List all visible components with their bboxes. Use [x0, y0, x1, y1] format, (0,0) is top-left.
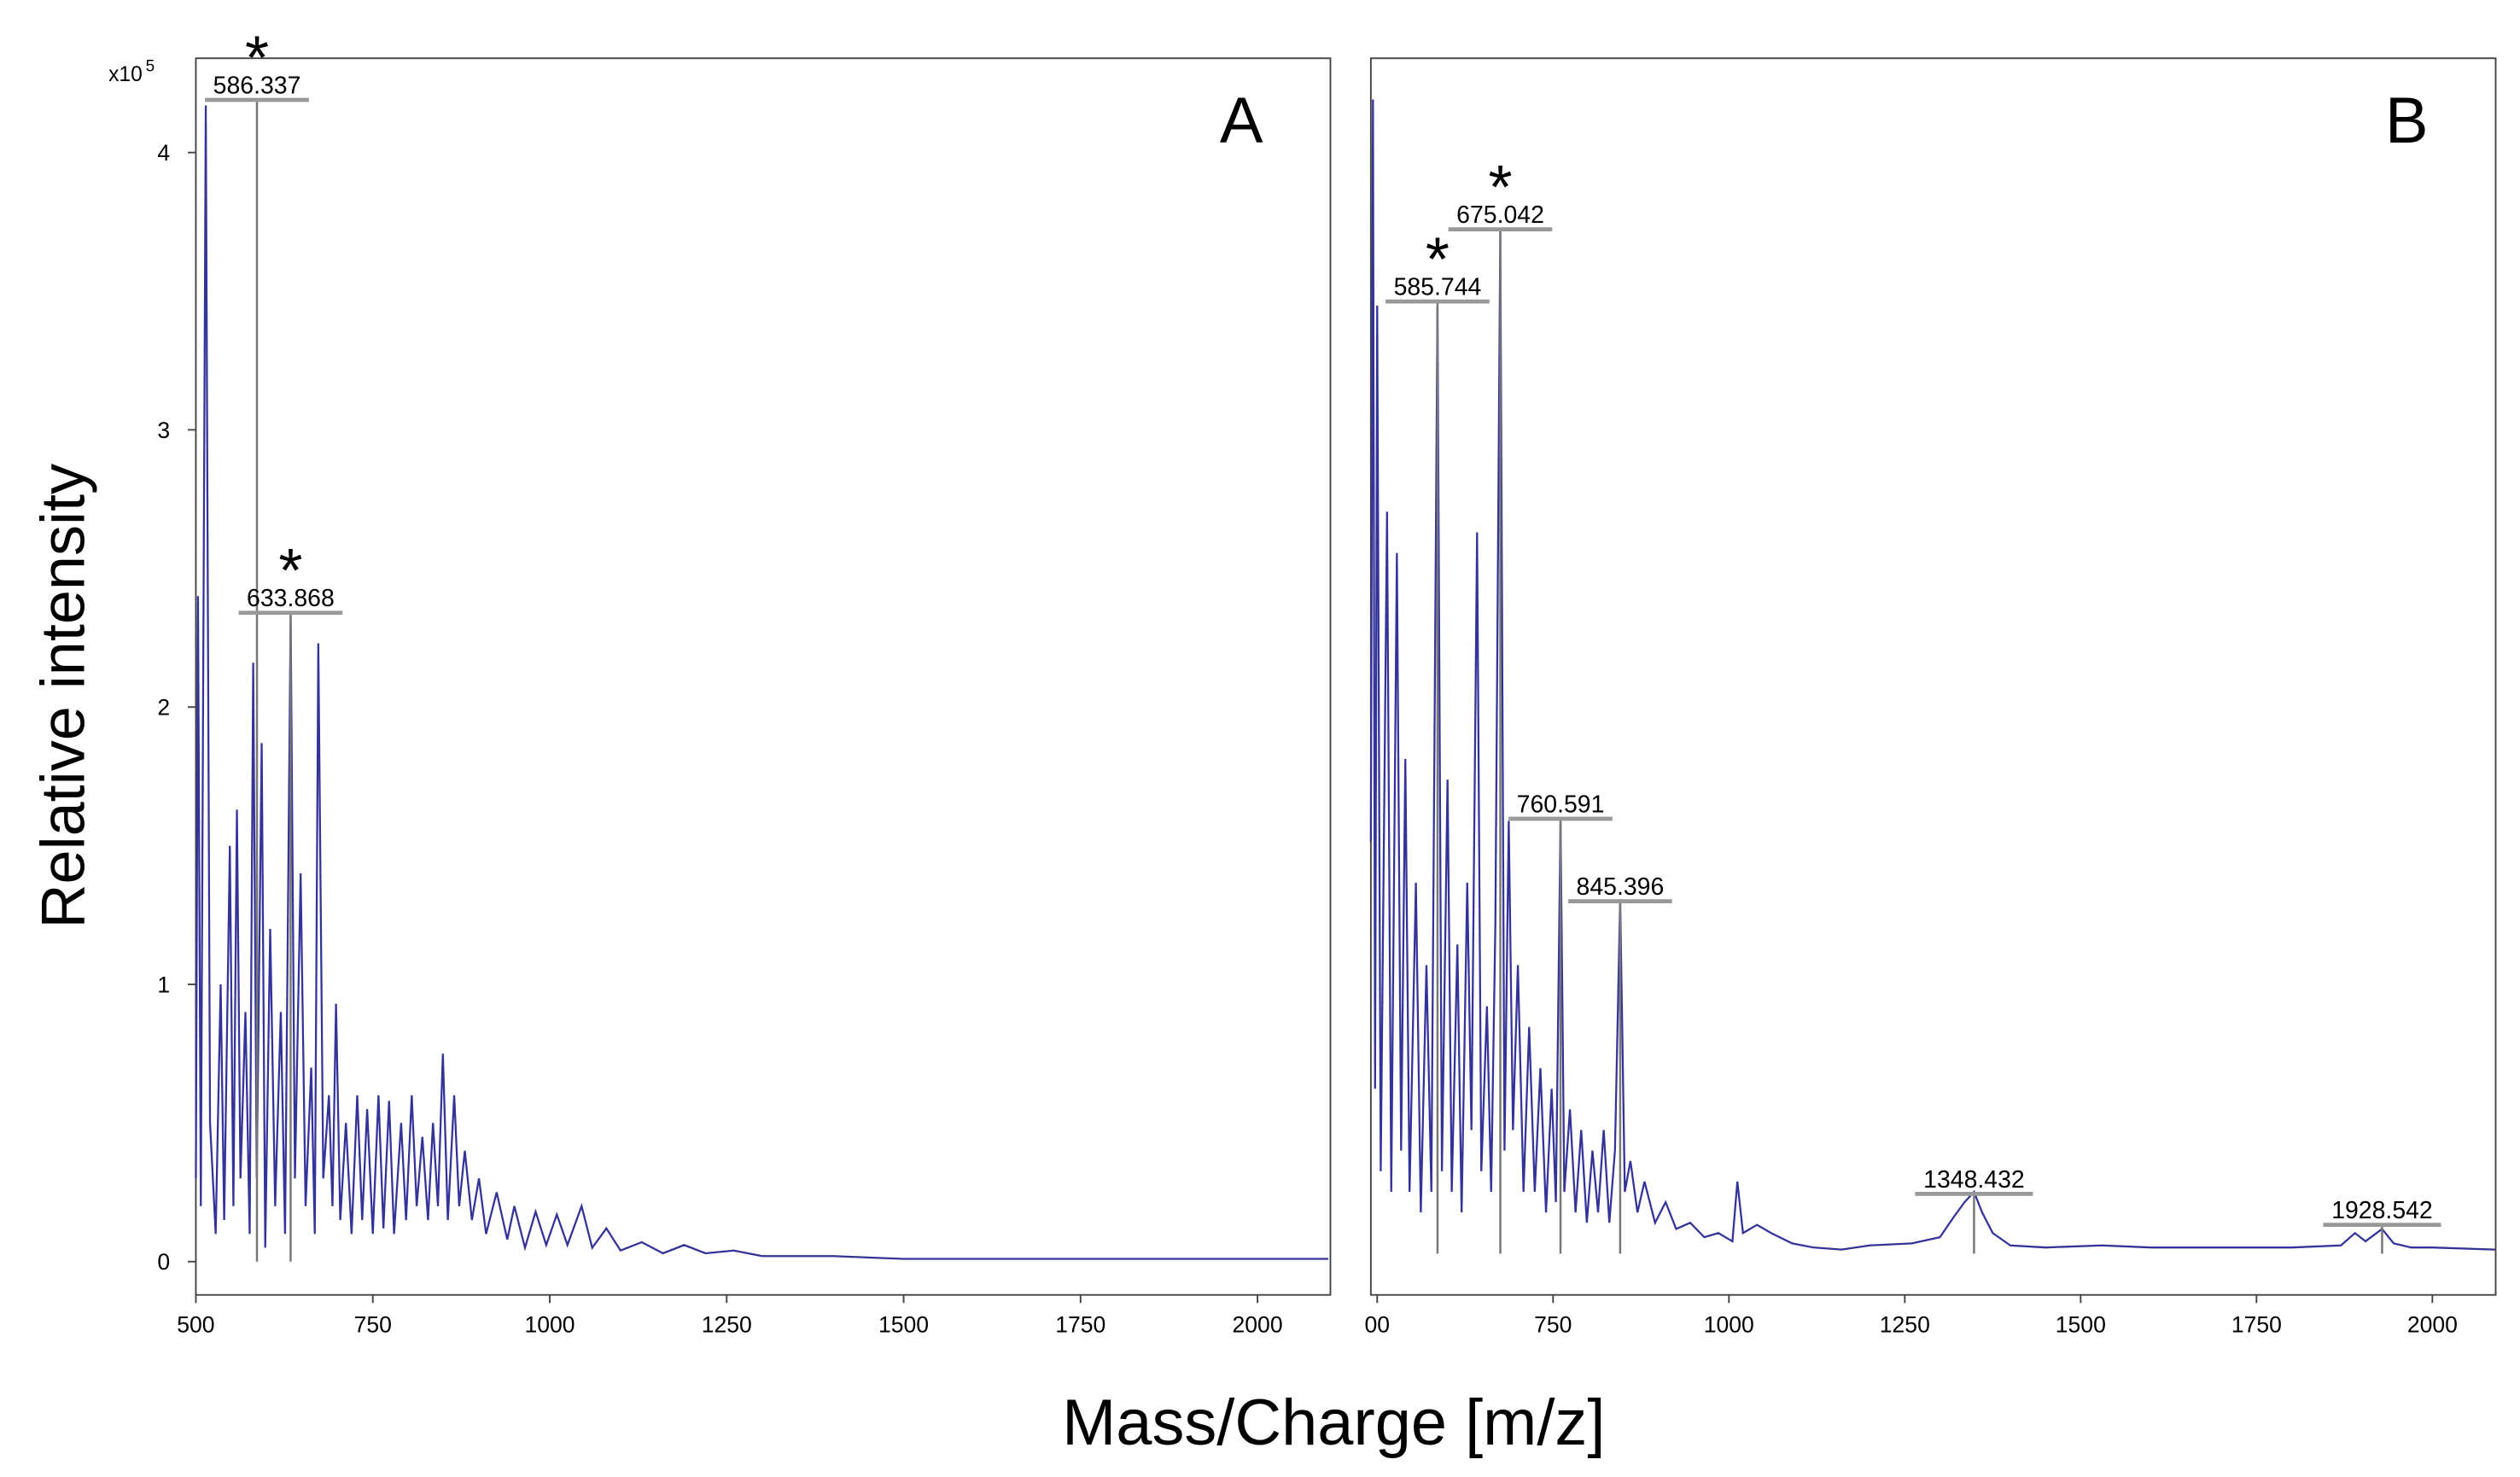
x-tick-label: 750 — [354, 1311, 392, 1337]
spectrum-line — [1369, 99, 2495, 1251]
x-tick-label: 1000 — [524, 1311, 575, 1337]
x-tick-label: 1750 — [2231, 1311, 2282, 1337]
peak-label: 675.042 — [1456, 201, 1544, 229]
y-tick-label: 2 — [157, 695, 170, 721]
peak-label: 760.591 — [1517, 791, 1605, 818]
axis-multiplier-exponent: 5 — [146, 57, 155, 75]
x-tick-label: 2000 — [2407, 1311, 2458, 1337]
y-tick-label: 4 — [157, 140, 170, 166]
peak-label: 1348.432 — [1923, 1166, 2025, 1194]
peak-label: 586.337 — [213, 72, 301, 99]
y-axis-label: Relative intensity — [30, 464, 98, 929]
y-tick-label: 1 — [157, 972, 170, 997]
peak-label: 1928.542 — [2331, 1197, 2433, 1224]
x-tick-label: 1500 — [878, 1311, 929, 1337]
spectrum-line — [195, 105, 1328, 1260]
peak-asterisk: * — [278, 537, 302, 605]
peak-asterisk: * — [1426, 225, 1450, 294]
x-axis-label: Mass/Charge [m/z] — [1062, 1387, 1605, 1459]
peak-label: 633.868 — [247, 585, 335, 612]
axis-multiplier: x10 — [108, 63, 143, 86]
x-tick-label: 1000 — [1704, 1311, 1754, 1337]
peak-label: 585.744 — [1394, 274, 1482, 301]
y-tick-label: 0 — [157, 1249, 170, 1275]
x-tick-label: 750 — [1534, 1311, 1572, 1337]
x-tick-label: 1250 — [1880, 1311, 1930, 1337]
x-tick-label: 00 — [1365, 1311, 1391, 1337]
plot-frame — [1369, 57, 2497, 1296]
panel-label: B — [2385, 85, 2429, 157]
x-tick-label: 1250 — [702, 1311, 752, 1337]
x-tick-label: 500 — [177, 1311, 214, 1337]
peak-label: 845.396 — [1577, 873, 1665, 901]
y-tick-label: 3 — [157, 417, 170, 443]
x-tick-label: 1500 — [2056, 1311, 2106, 1337]
x-tick-label: 2000 — [1233, 1311, 1283, 1337]
panel-label: A — [1220, 85, 1263, 157]
peak-asterisk: * — [1489, 154, 1513, 222]
x-tick-label: 1750 — [1055, 1311, 1105, 1337]
plot-frame — [195, 57, 1332, 1296]
peak-asterisk: * — [245, 24, 269, 92]
